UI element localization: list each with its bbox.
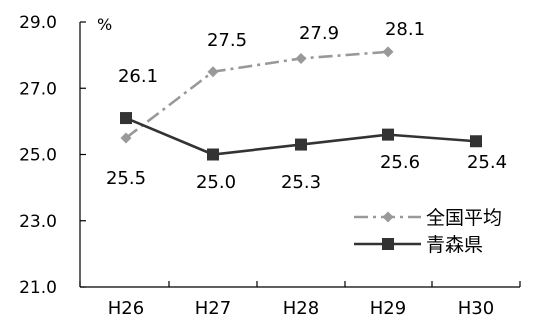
unit-label: %: [97, 15, 112, 34]
national-marker-diamond: [207, 66, 219, 78]
aomori-data-label: 25.4: [467, 152, 507, 173]
legend-marker-diamond: [382, 211, 394, 223]
series-line-national: [125, 50, 389, 139]
national-data-label: 28.1: [385, 19, 425, 40]
national-marker-diamond: [382, 46, 394, 58]
y-tick-label: 27.0: [19, 79, 57, 99]
legend-label-aomori: 青森県: [426, 234, 483, 256]
aomori-data-label: 25.0: [196, 172, 236, 193]
y-tick-label: 23.0: [19, 212, 57, 232]
legend-box: [350, 200, 512, 258]
aomori-data-label: 25.3: [281, 172, 321, 193]
x-tick-label: H29: [370, 298, 406, 319]
y-tick-label: 21.0: [19, 278, 57, 298]
aomori-marker-square: [120, 112, 132, 125]
aomori-marker-square: [382, 128, 394, 141]
national-data-label: 27.9: [299, 23, 339, 44]
legend-label-national: 全国平均: [426, 207, 502, 229]
national-marker-diamond: [295, 52, 307, 64]
x-tick-label: H28: [283, 298, 319, 319]
national-first-data-label: 25.5: [106, 168, 146, 189]
aomori-marker-square: [295, 138, 307, 151]
aomori-marker-square: [207, 148, 219, 161]
x-tick-label: H27: [195, 298, 231, 319]
y-tick-label: 29.0: [19, 13, 57, 33]
x-tick-label: H26: [108, 298, 144, 319]
x-tick-label: H30: [458, 298, 494, 319]
national-marker-diamond: [120, 132, 132, 144]
aomori-marker-square: [470, 135, 482, 148]
aomori-data-label: 25.6: [380, 152, 420, 173]
y-tick-label: 25.0: [19, 146, 57, 166]
aomori-data-label: 26.1: [118, 66, 158, 87]
legend-marker-square: [382, 238, 394, 250]
national-data-label: 27.5: [207, 30, 247, 51]
